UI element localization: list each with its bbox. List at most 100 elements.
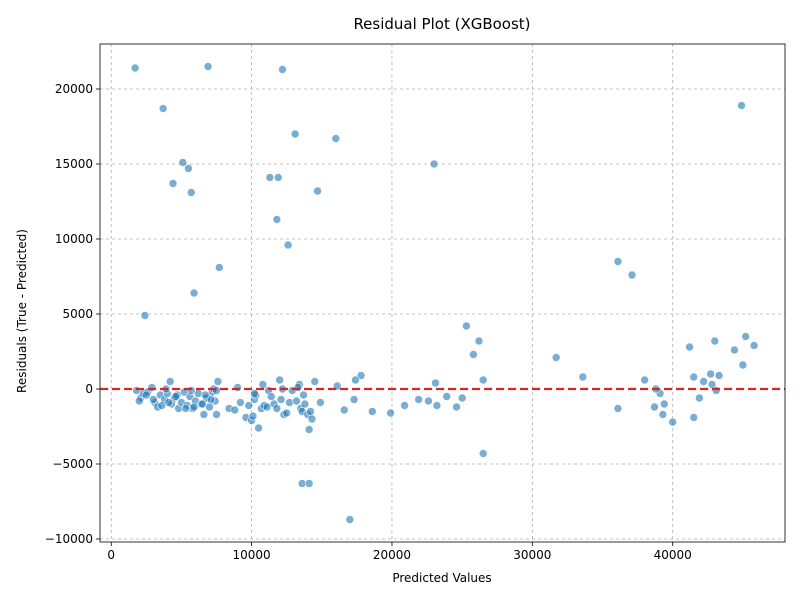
data-point (300, 399, 310, 409)
data-point (613, 404, 623, 413)
data-point (400, 401, 409, 410)
data-point (452, 402, 461, 412)
data-point (368, 407, 377, 416)
data-point (135, 396, 144, 406)
data-point (345, 515, 355, 524)
data-point (414, 395, 423, 404)
data-point (250, 389, 259, 398)
data-point (248, 411, 258, 421)
data-point (711, 386, 721, 395)
data-point (710, 336, 720, 346)
data-point (689, 413, 699, 422)
data-point (147, 383, 157, 392)
data-point (168, 179, 178, 188)
data-point (695, 393, 704, 403)
data-point (213, 377, 223, 386)
x-axis-ticks: 0 10000 20000 30000 40000 (107, 542, 692, 562)
data-point (659, 399, 669, 409)
data-point (432, 401, 442, 410)
data-points (130, 62, 759, 524)
data-point (478, 375, 488, 385)
data-point (462, 321, 471, 331)
y-tick-label: 10000 (55, 232, 93, 246)
y-tick-label: 20000 (55, 82, 93, 96)
data-point (184, 164, 193, 173)
data-point (186, 188, 196, 197)
data-point (658, 410, 668, 419)
data-point (469, 350, 478, 359)
y-tick-label: 0 (85, 382, 93, 396)
data-point (215, 263, 224, 272)
data-point (299, 390, 308, 400)
data-point (351, 375, 360, 385)
y-tick-label: 15000 (55, 157, 93, 171)
data-point (613, 257, 623, 266)
data-point (244, 401, 254, 410)
y-axis-label: Residuals (True - Predicted) (15, 229, 29, 393)
x-axis-label: Predicted Values (392, 571, 491, 585)
data-point (186, 386, 196, 395)
data-point (457, 393, 467, 403)
data-point (339, 405, 349, 415)
data-point (424, 396, 433, 406)
data-point (737, 101, 746, 110)
data-point (578, 372, 588, 382)
data-point (640, 375, 649, 385)
data-point (474, 336, 484, 346)
data-point (706, 369, 715, 379)
data-point (178, 158, 188, 167)
data-point (203, 62, 213, 71)
data-point (689, 372, 699, 382)
data-point (310, 377, 320, 386)
data-point (285, 398, 294, 407)
data-point (551, 353, 561, 362)
x-tick-label: 10000 (233, 548, 271, 562)
plot-frame (99, 43, 786, 543)
data-point (304, 479, 314, 488)
data-point (730, 345, 739, 355)
data-point (349, 395, 359, 404)
data-point (714, 371, 724, 380)
x-tick-label: 40000 (654, 548, 692, 562)
y-tick-label: 5000 (62, 307, 93, 321)
data-point (165, 377, 175, 386)
data-point (290, 129, 300, 139)
data-point (272, 215, 282, 224)
data-point (478, 449, 488, 458)
data-point (230, 405, 240, 415)
data-point (149, 395, 158, 404)
data-point (171, 392, 181, 401)
data-point (313, 186, 322, 196)
data-point (130, 63, 140, 73)
data-point (442, 392, 452, 401)
data-point (181, 404, 190, 413)
data-point (272, 404, 282, 413)
data-point (668, 417, 678, 427)
data-point (254, 423, 263, 433)
x-tick-label: 0 (107, 548, 115, 562)
data-point (304, 425, 314, 434)
x-tick-label: 30000 (513, 548, 551, 562)
data-point (200, 390, 210, 400)
data-point (293, 383, 303, 392)
data-point (282, 408, 291, 418)
y-tick-label: −5000 (52, 457, 93, 471)
data-point (206, 395, 216, 404)
data-point (158, 104, 168, 113)
data-point (307, 414, 317, 424)
data-point (386, 408, 395, 418)
data-point (273, 173, 283, 182)
data-point (292, 396, 301, 406)
data-point (278, 65, 287, 74)
data-point (316, 398, 325, 407)
data-point (331, 134, 341, 143)
data-point (189, 402, 199, 412)
data-point (627, 270, 637, 280)
data-point (276, 395, 286, 404)
y-axis-ticks: −10000 −5000 0 5000 10000 15000 20000 (45, 82, 100, 546)
data-point (685, 342, 694, 352)
data-point (198, 399, 207, 409)
data-point (431, 378, 440, 388)
